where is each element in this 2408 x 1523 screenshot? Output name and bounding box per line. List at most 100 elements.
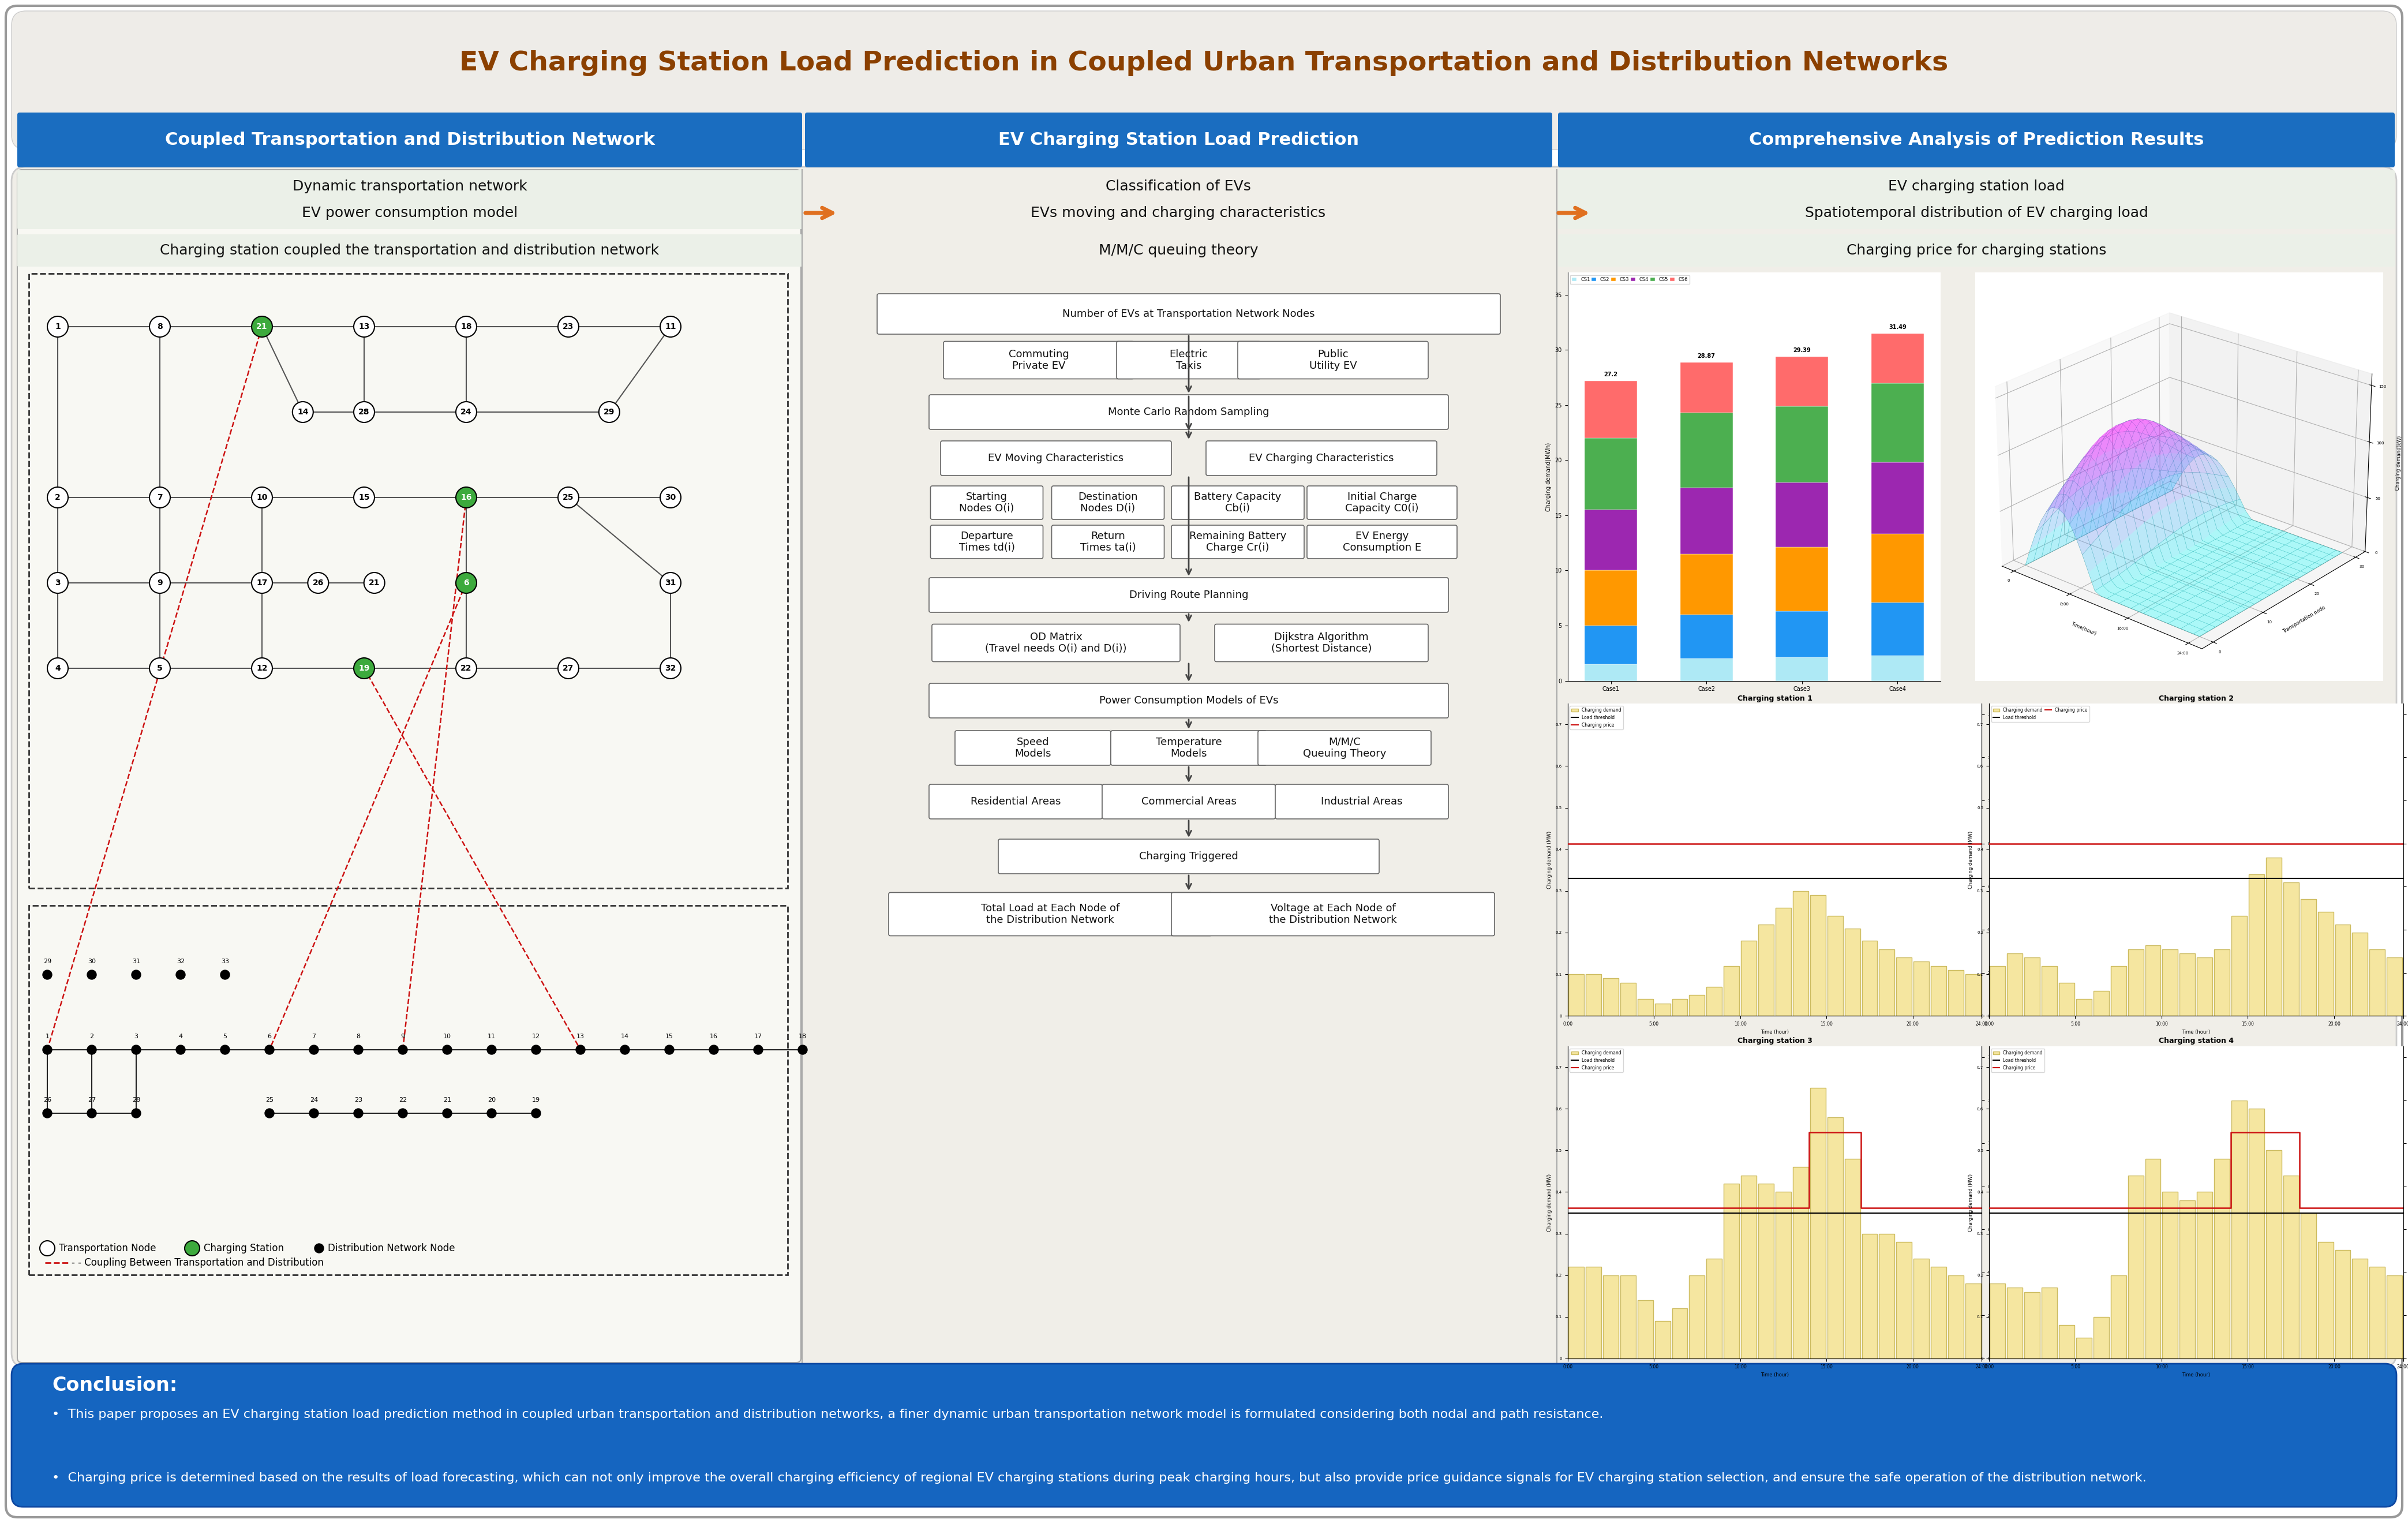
Bar — [1898, 958, 1912, 1016]
Charging price — [2389, 835, 2408, 853]
Bar — [1584, 381, 1637, 439]
Bar — [1707, 1258, 1722, 1359]
FancyBboxPatch shape — [889, 892, 1211, 935]
Charging price — [2199, 835, 2227, 853]
Text: 16: 16 — [710, 1034, 718, 1039]
Charging price — [1898, 835, 1926, 853]
Bar — [1965, 975, 1982, 1016]
Text: 11: 11 — [665, 323, 677, 330]
Text: 7: 7 — [313, 1034, 315, 1039]
Text: Industrial Areas: Industrial Areas — [1322, 797, 1401, 807]
FancyBboxPatch shape — [1558, 196, 2394, 228]
Text: Total Load at Each Node of
the Distribution Network: Total Load at Each Node of the Distribut… — [980, 903, 1120, 926]
Circle shape — [250, 487, 272, 507]
Text: 22: 22 — [460, 664, 472, 672]
Bar — [2369, 1267, 2384, 1359]
Circle shape — [132, 1045, 140, 1054]
Bar — [1621, 982, 1635, 1016]
Bar — [1724, 966, 1739, 1016]
Bar — [2386, 1275, 2403, 1359]
Charging price — [1743, 1199, 1772, 1217]
Text: EVs moving and charging characteristics: EVs moving and charging characteristics — [1031, 206, 1327, 219]
Load threshold — [1570, 1203, 1599, 1221]
Text: EV power consumption model: EV power consumption model — [301, 206, 518, 219]
Y-axis label: Charging price ($/MWh): Charging price ($/MWh) — [1999, 1174, 2003, 1231]
FancyBboxPatch shape — [1558, 235, 2394, 267]
Text: 25: 25 — [265, 1097, 275, 1103]
Bar — [1914, 961, 1929, 1016]
Charging price — [2268, 1124, 2297, 1142]
Text: 21: 21 — [368, 579, 380, 586]
Text: •  Charging price is determined based on the results of load forecasting, which : • Charging price is determined based on … — [53, 1473, 2146, 1483]
Charging price — [1864, 1199, 1893, 1217]
Text: Destination
Nodes D(i): Destination Nodes D(i) — [1079, 492, 1139, 513]
Charging price — [1794, 835, 1823, 853]
Bar — [1690, 995, 1705, 1016]
Circle shape — [600, 402, 619, 422]
Bar — [1621, 1275, 1635, 1359]
Bar — [1654, 1004, 1671, 1016]
Charging price — [2095, 1199, 2124, 1217]
FancyBboxPatch shape — [12, 168, 2396, 1368]
Circle shape — [660, 317, 681, 337]
Text: OD Matrix
(Travel needs O(i) and D(i)): OD Matrix (Travel needs O(i) and D(i)) — [985, 632, 1127, 653]
Circle shape — [315, 1244, 323, 1253]
Text: 5: 5 — [157, 664, 164, 672]
Charging price — [1657, 835, 1686, 853]
Text: 13: 13 — [576, 1034, 585, 1039]
Charging price — [1623, 835, 1652, 853]
Circle shape — [48, 487, 67, 507]
Bar — [1931, 966, 1946, 1016]
Text: Starting
Nodes O(i): Starting Nodes O(i) — [958, 492, 1014, 513]
Text: 1: 1 — [46, 1034, 48, 1039]
FancyBboxPatch shape — [1206, 442, 1438, 475]
Circle shape — [291, 402, 313, 422]
Bar — [1584, 510, 1637, 571]
Legend: Charging demand, Load threshold, Charging price: Charging demand, Load threshold, Chargin… — [1570, 705, 1623, 730]
Text: 17: 17 — [754, 1034, 763, 1039]
X-axis label: Time (hour): Time (hour) — [2182, 1030, 2211, 1036]
Circle shape — [43, 970, 53, 979]
Bar — [2386, 958, 2403, 1016]
Charging price — [2129, 1199, 2158, 1217]
Charging price — [2319, 835, 2348, 853]
Circle shape — [87, 1045, 96, 1054]
Charging price — [1975, 835, 2003, 853]
Text: 31: 31 — [665, 579, 677, 586]
Bar — [1775, 547, 1828, 611]
Bar — [1931, 1267, 1946, 1359]
Circle shape — [43, 1045, 53, 1054]
Circle shape — [559, 317, 578, 337]
Charging price — [1991, 1199, 2020, 1217]
FancyBboxPatch shape — [1170, 892, 1495, 935]
Charging price — [2336, 835, 2365, 853]
Charging price — [1975, 1199, 2003, 1217]
Y-axis label: Charging demand (MW): Charging demand (MW) — [1546, 1174, 1553, 1231]
Load threshold — [1991, 1203, 2020, 1221]
Bar — [2025, 1292, 2040, 1359]
X-axis label: Time (hour): Time (hour) — [1760, 1372, 1789, 1378]
Y-axis label: Charging demand (MW): Charging demand (MW) — [1967, 832, 1975, 888]
Text: 15: 15 — [359, 493, 371, 501]
Bar — [1724, 1183, 1739, 1359]
Charging price — [1727, 1199, 1755, 1217]
Line: Charging price: Charging price — [1989, 1133, 2403, 1208]
Charging price — [1950, 835, 1979, 853]
FancyBboxPatch shape — [1052, 525, 1163, 559]
Circle shape — [397, 1109, 407, 1118]
Circle shape — [132, 1109, 140, 1118]
Text: Electric
Taxis: Electric Taxis — [1170, 349, 1209, 372]
Bar — [1587, 1267, 1601, 1359]
FancyBboxPatch shape — [1103, 784, 1276, 819]
Text: 24: 24 — [311, 1097, 318, 1103]
Text: 31: 31 — [132, 958, 140, 964]
Charging price — [1830, 1124, 1859, 1142]
Bar — [2112, 966, 2126, 1016]
Text: Number of EVs at Transportation Network Nodes: Number of EVs at Transportation Network … — [1062, 309, 1315, 320]
Circle shape — [250, 317, 272, 337]
FancyBboxPatch shape — [929, 394, 1447, 429]
Text: M/M/C
Queuing Theory: M/M/C Queuing Theory — [1303, 737, 1387, 758]
Circle shape — [486, 1045, 496, 1054]
Circle shape — [710, 1045, 718, 1054]
FancyBboxPatch shape — [929, 784, 1103, 819]
